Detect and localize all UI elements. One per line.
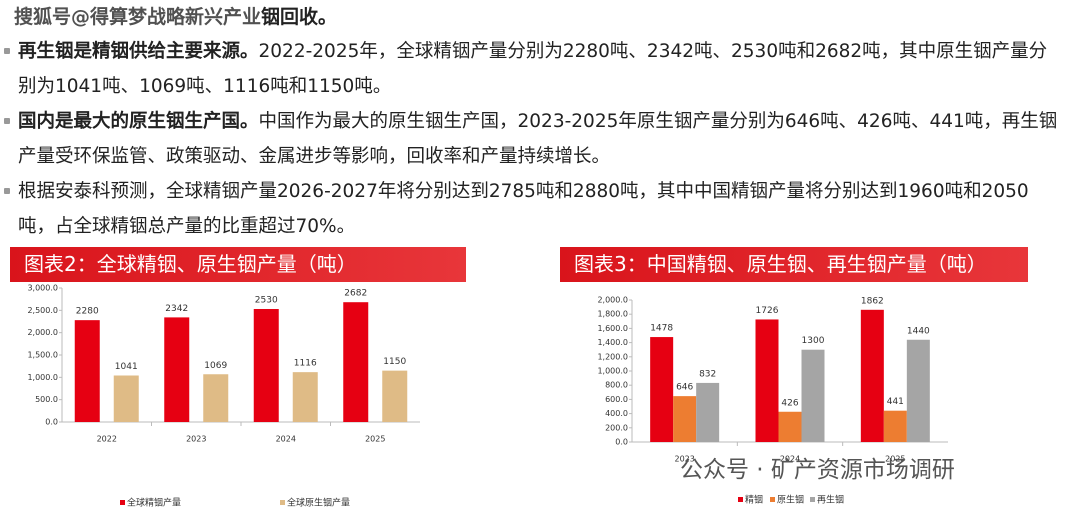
data-label: 441 [887,397,904,407]
bar [74,320,100,422]
y-tick-label: 800.0 [605,381,628,390]
watermark: 搜狐号@得算梦战略新兴产业 [14,6,262,28]
data-label: 646 [676,383,693,393]
bullet: 国内是最大的原生铟生产国。中国作为最大的原生铟生产国，2023-2025年原生铟… [0,104,1060,174]
x-tick-label: 2023 [186,435,206,444]
intro-text: 铟回收。 [261,6,338,28]
y-tick-label: 500.0 [35,395,58,404]
bar [860,309,884,442]
data-label: 2682 [344,289,367,299]
legend-label: 再生铟 [817,494,844,506]
legend-swatch [738,497,743,502]
x-tick-label: 2025 [885,455,905,464]
intro-line: 搜狐号@得算梦战略新兴产业铟回收。 [14,2,337,29]
bar [203,374,229,422]
data-label: 1440 [907,326,930,336]
bar [343,302,369,422]
bar [778,411,802,442]
bar [906,339,930,442]
data-label: 2530 [255,295,278,305]
data-label: 2280 [76,307,99,317]
legend-label: 全球精铟产量 [127,497,181,508]
y-tick-label: 2,000.0 [27,328,58,337]
y-tick-label: 1,600.0 [597,324,628,333]
y-tick-label: 200.0 [605,423,628,432]
data-label: 1726 [756,306,779,316]
legend-label: 全球原生铟产量 [287,497,350,508]
bar [253,308,279,422]
y-tick-label: 3,000.0 [27,284,58,293]
bullet-text: 中国作为最大的原生铟生产国，2023-2025年原生铟产量分别为646吨、426… [18,111,1058,167]
bullet-list: 再生铟是精铟供给主要来源。2022-2025年，全球精铟产量分别为2280吨、2… [0,34,1060,244]
watermark: 公众号 · 矿产资源市场调研 [680,457,955,483]
y-tick-label: 2,000.0 [597,296,628,305]
y-tick-label: 2,500.0 [27,306,58,315]
data-label: 832 [699,369,716,379]
legend-label: 精铟 [745,494,763,506]
data-label: 1041 [115,362,138,372]
y-tick-label: 1,400.0 [597,338,628,347]
bar [650,337,674,442]
bar [292,372,318,422]
bar [696,382,720,442]
legend-label: 原生铟 [777,494,804,506]
bar [382,370,408,422]
bar [113,375,139,422]
bar [673,396,697,442]
y-tick-label: 400.0 [605,409,628,418]
chart-title: 图表3：中国精铟、原生铟、再生铟产量（吨） [560,247,1028,282]
y-tick-label: 0.0 [615,438,628,447]
bullet-bold: 国内是最大的原生铟生产国。 [18,111,259,132]
data-label: 1069 [204,361,227,371]
x-tick-label: 2024 [780,455,800,464]
legend-swatch [810,497,815,502]
chart-title: 图表2：全球精铟、原生铟产量（吨） [10,247,466,282]
bullet-text: 2022-2025年，全球精铟产量分别为2280吨、2342吨、2530吨和26… [18,41,1048,97]
y-tick-label: 1,000.0 [597,367,628,376]
y-tick-label: 1,800.0 [597,310,628,319]
y-tick-label: 600.0 [605,395,628,404]
y-tick-label: 1,200.0 [597,352,628,361]
bar [883,410,907,442]
bullet: 根据安泰科预测，全球精铟产量2026-2027年将分别达到2785吨和2880吨… [0,174,1060,244]
data-label: 2342 [165,304,188,314]
bullet: 再生铟是精铟供给主要来源。2022-2025年，全球精铟产量分别为2280吨、2… [0,34,1060,104]
bar [755,319,779,442]
data-label: 1150 [383,357,406,367]
legend-swatch [280,500,285,505]
x-tick-label: 2024 [276,435,296,444]
y-tick-label: 1,000.0 [27,373,58,382]
data-label: 1862 [861,296,884,306]
legend-swatch [770,497,775,502]
y-tick-label: 0.0 [45,418,58,427]
x-tick-label: 2025 [365,435,385,444]
bullet-bold: 再生铟是精铟供给主要来源。 [18,41,259,62]
data-label: 1478 [650,324,673,334]
data-label: 1300 [802,336,825,346]
x-tick-label: 2022 [97,435,117,444]
bullet-text: 根据安泰科预测，全球精铟产量2026-2027年将分别达到2785吨和2880吨… [18,181,1029,237]
y-tick-label: 1,500.0 [27,351,58,360]
legend-swatch [120,500,125,505]
data-label: 426 [781,398,798,408]
x-tick-label: 2023 [674,455,694,464]
data-label: 1116 [294,359,317,369]
bar [164,317,190,422]
bar [801,349,825,442]
